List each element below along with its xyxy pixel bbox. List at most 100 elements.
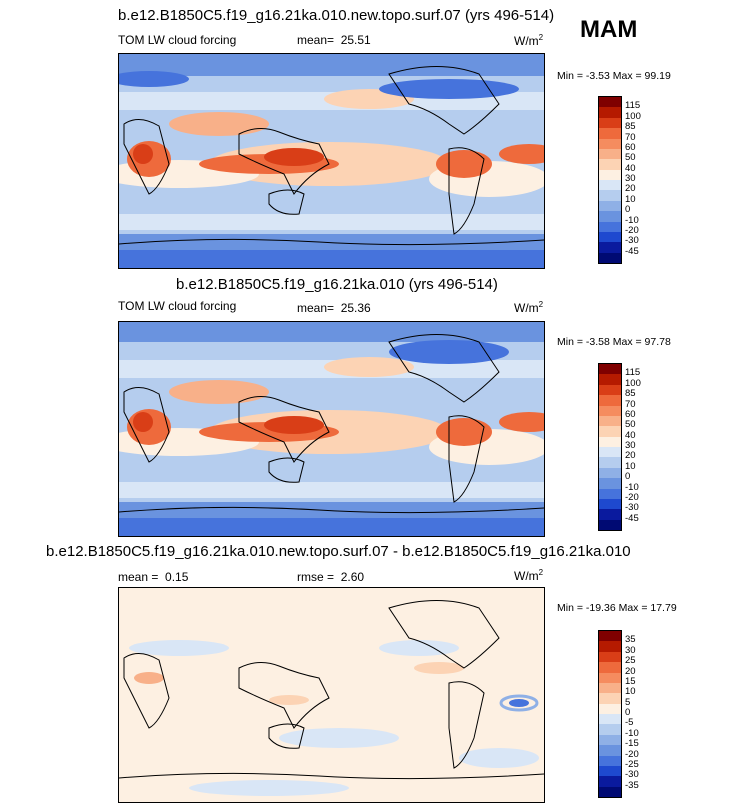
panel3-colorbar: [598, 630, 622, 798]
colorbar-swatch: [599, 190, 621, 201]
colorbar-swatch: [599, 662, 621, 673]
colorbar-label: -20: [625, 491, 639, 503]
colorbar-label: -45: [625, 512, 639, 524]
colorbar-label: -20: [625, 224, 639, 236]
colorbar-label: -25: [625, 758, 639, 770]
panel1-variable: TOM LW cloud forcing: [118, 33, 237, 47]
panel1-mean: mean= 25.51: [297, 33, 371, 47]
colorbar-swatch: [599, 672, 621, 683]
colorbar-swatch: [599, 651, 621, 663]
colorbar-label: -30: [625, 235, 639, 247]
colorbar-label: 5: [625, 696, 631, 708]
colorbar-label: -45: [625, 245, 639, 257]
colorbar-swatch: [599, 384, 621, 396]
colorbar-swatch: [599, 631, 621, 642]
colorbar-swatch: [599, 252, 621, 263]
colorbar-swatch: [599, 374, 621, 385]
colorbar-label: 100: [625, 377, 641, 389]
colorbar-label: -30: [625, 502, 639, 514]
colorbar-swatch: [599, 426, 621, 437]
season-label: MAM: [580, 16, 638, 43]
colorbar-swatch: [599, 786, 621, 797]
colorbar-label: 20: [625, 183, 636, 195]
colorbar-swatch: [599, 405, 621, 416]
colorbar-swatch: [599, 128, 621, 139]
colorbar-swatch: [599, 436, 621, 447]
panel1-units: W/m2: [514, 33, 544, 48]
colorbar-swatch: [599, 211, 621, 222]
colorbar-label: 0: [625, 204, 631, 216]
colorbar-swatch: [599, 117, 621, 129]
colorbar-swatch: [599, 693, 621, 704]
panel1-map: [118, 53, 545, 269]
panel2-units: W/m2: [514, 300, 544, 315]
colorbar-label: -5: [625, 717, 634, 729]
colorbar-label: 30: [625, 644, 636, 656]
colorbar-swatch: [599, 641, 621, 652]
colorbar-label: 40: [625, 429, 636, 441]
colorbar-swatch: [599, 364, 621, 375]
colorbar-label: 70: [625, 398, 636, 410]
colorbar-swatch: [599, 159, 621, 170]
colorbar-label: 30: [625, 440, 636, 451]
colorbar-label: 60: [625, 408, 636, 420]
colorbar-swatch: [599, 200, 621, 212]
colorbar-swatch: [599, 498, 621, 510]
colorbar-swatch: [599, 714, 621, 725]
colorbar-swatch: [599, 519, 621, 530]
colorbar-swatch: [599, 755, 621, 766]
colorbar-swatch: [599, 447, 621, 458]
colorbar-swatch: [599, 107, 621, 118]
colorbar-swatch: [599, 148, 621, 160]
colorbar-swatch: [599, 509, 621, 520]
colorbar-swatch: [599, 478, 621, 489]
colorbar-swatch: [599, 488, 621, 499]
colorbar-swatch: [599, 457, 621, 468]
panel2-map: [118, 321, 545, 537]
colorbar-label: 60: [625, 141, 636, 153]
colorbar-label: -10: [625, 214, 639, 226]
colorbar-swatch: [599, 221, 621, 232]
panel2-colorbar: [598, 363, 622, 531]
colorbar-label: 15: [625, 675, 636, 687]
colorbar-label: 10: [625, 460, 636, 472]
colorbar-label: 20: [625, 665, 636, 677]
colorbar-swatch: [599, 97, 621, 108]
colorbar-label: 20: [625, 450, 636, 462]
colorbar-swatch: [599, 180, 621, 191]
colorbar-label: 30: [625, 173, 636, 184]
colorbar-label: -35: [625, 779, 639, 791]
panel1-min-max: Min = -3.53 Max = 99.19: [557, 70, 671, 82]
colorbar-label: 100: [625, 110, 641, 122]
colorbar-swatch: [599, 745, 621, 756]
colorbar-label: 40: [625, 162, 636, 174]
colorbar-swatch: [599, 734, 621, 746]
colorbar-label: 85: [625, 121, 636, 133]
colorbar-swatch: [599, 724, 621, 735]
colorbar-label: -30: [625, 769, 639, 781]
panel2-min-max: Min = -3.58 Max = 97.78: [557, 336, 671, 348]
colorbar-label: 115: [625, 100, 641, 112]
colorbar-swatch: [599, 467, 621, 479]
colorbar-label: 50: [625, 152, 636, 164]
colorbar-label: 35: [625, 634, 636, 646]
colorbar-swatch: [599, 169, 621, 180]
panel3-mean: mean = 0.15: [118, 570, 189, 584]
colorbar-label: -10: [625, 481, 639, 493]
panel1-title: b.e12.B1850C5.f19_g16.21ka.010.new.topo.…: [118, 7, 555, 24]
colorbar-label: -15: [625, 738, 639, 750]
colorbar-swatch: [599, 682, 621, 694]
colorbar-swatch: [599, 231, 621, 243]
colorbar-label: -20: [625, 748, 639, 760]
colorbar-label: 0: [625, 707, 631, 718]
panel3-title: b.e12.B1850C5.f19_g16.21ka.010.new.topo.…: [46, 543, 631, 560]
colorbar-label: 10: [625, 193, 636, 205]
colorbar-swatch: [599, 242, 621, 253]
colorbar-swatch: [599, 703, 621, 714]
panel3-min-max: Min = -19.36 Max = 17.79: [557, 602, 677, 614]
panel2-variable: TOM LW cloud forcing: [118, 299, 237, 313]
colorbar-label: 50: [625, 419, 636, 431]
colorbar-label: 115: [625, 367, 641, 379]
colorbar-label: -10: [625, 727, 639, 739]
colorbar-label: 10: [625, 686, 636, 698]
